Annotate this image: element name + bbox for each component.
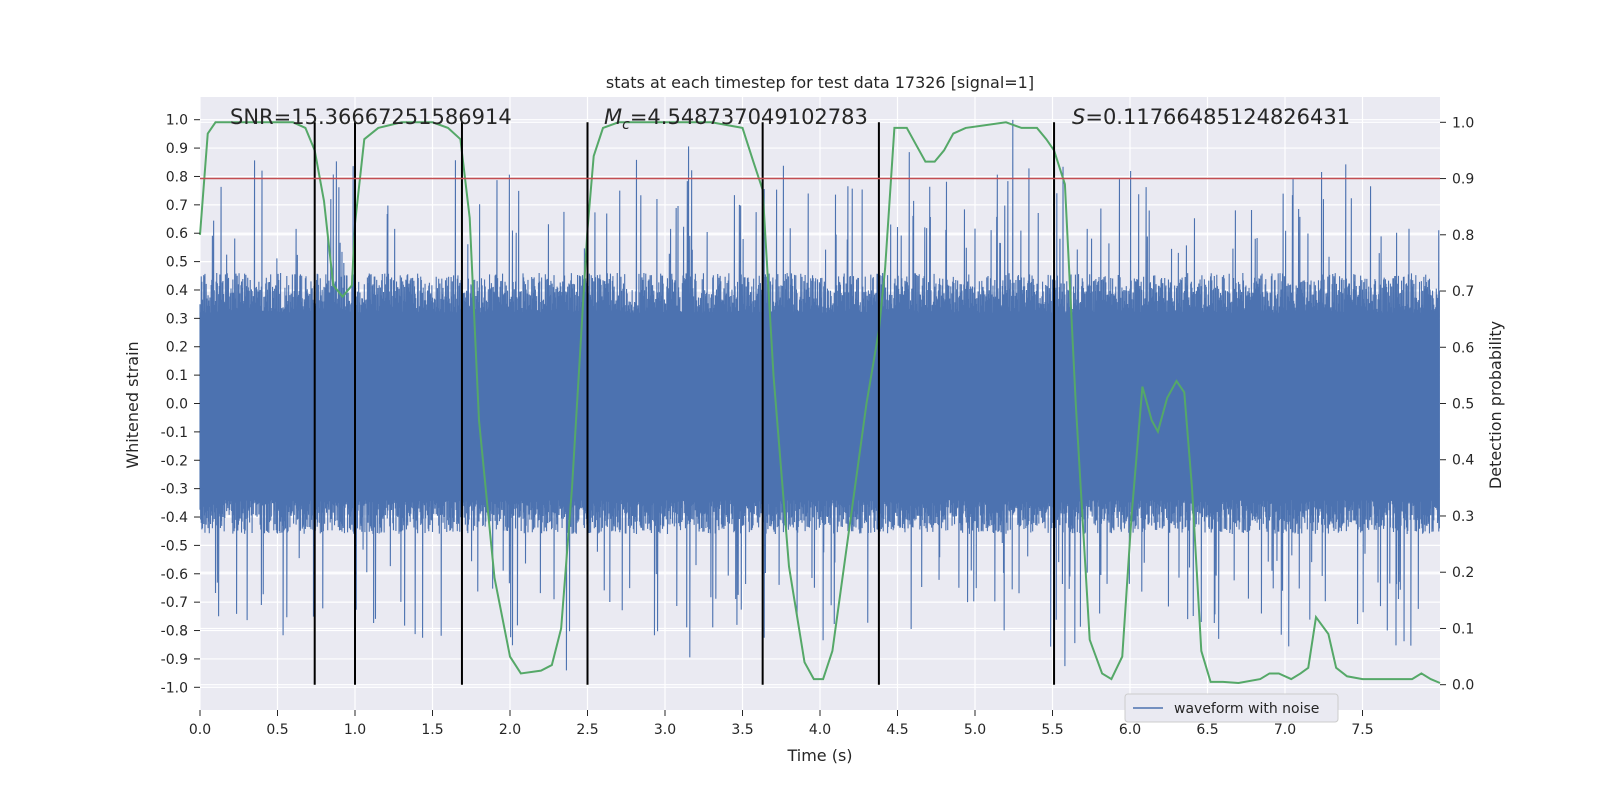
y-tick-label: 0.5	[166, 255, 188, 271]
x-tick-label: 5.5	[1041, 722, 1063, 738]
x-tick-label: 6.5	[1196, 722, 1218, 738]
detection-probability-line	[199, 121, 1441, 685]
x-tick-label: 1.0	[344, 722, 366, 738]
x-tick-label: 2.5	[576, 722, 598, 738]
legend-label: waveform with noise	[1174, 701, 1319, 717]
y-tick-label: -0.5	[161, 538, 188, 554]
x-tick-label: 3.0	[654, 722, 676, 738]
y2-tick-label: 0.9	[1452, 172, 1474, 188]
y-tick-label: -0.1	[161, 425, 188, 441]
y-tick-label: 0.3	[166, 311, 188, 327]
y-tick-label: 0.0	[166, 397, 188, 413]
waveform-line	[199, 119, 1440, 671]
x-tick-label: 4.0	[809, 722, 831, 738]
y2-tick-label: 0.1	[1452, 621, 1474, 637]
y-tick-label: -0.8	[161, 624, 188, 640]
x-tick-label: 5.0	[964, 722, 986, 738]
y-tick-label: -0.9	[161, 652, 188, 668]
x-tick-label: 6.0	[1119, 722, 1141, 738]
y-tick-label: 0.9	[166, 141, 188, 157]
y-tick-label: -1.0	[161, 680, 188, 696]
x-axis-label: Time (s)	[786, 746, 852, 765]
y-tick-label: 0.1	[166, 368, 188, 384]
y2-tick-label: 0.8	[1452, 228, 1474, 244]
x-tick-label: 7.5	[1351, 722, 1373, 738]
y2-ticks: 1.0 0.9 0.8 0.7 0.6 0.5 0.4 0.3 0.2 0.1 0.0	[1440, 115, 1474, 694]
y-tick-label: 0.8	[166, 169, 188, 185]
vertical-markers	[313, 122, 1056, 685]
x-tick-label: 2.0	[499, 722, 521, 738]
y2-tick-label: 0.6	[1452, 340, 1474, 356]
detection-series	[199, 121, 1441, 685]
x-tick-label: 4.5	[886, 722, 908, 738]
y2-tick-label: 0.2	[1452, 565, 1474, 581]
x-tick-label: 3.5	[731, 722, 753, 738]
y-tick-label: 1.0	[166, 113, 188, 129]
x-tick-label: 7.0	[1274, 722, 1296, 738]
y-tick-label: 0.7	[166, 198, 188, 214]
x-tick-label: 0.0	[189, 722, 211, 738]
y-tick-label: -0.2	[161, 453, 188, 469]
snr-annotation: SNR=15.36667251586914	[230, 105, 512, 129]
y-ticks: 1.0 0.9 0.8 0.7 0.6 0.5 0.4 0.3 0.2 0.1 0.0 -0.1 -0.…	[161, 113, 200, 696]
y2-tick-label: 0.7	[1452, 284, 1474, 300]
y-axis-label: Whitened strain	[123, 341, 142, 468]
y-tick-label: -0.6	[161, 567, 188, 583]
x-ticks: 0.0 0.5 1.0 1.5 2.0 2.5 3.0 3.5 4.0 4.5 5.0 5.5 6.0 6…	[189, 710, 1374, 738]
y-tick-label: 0.4	[166, 283, 188, 299]
y2-tick-label: 0.0	[1452, 678, 1474, 694]
y2-axis-label: Detection probability	[1486, 321, 1505, 489]
y-tick-label: -0.4	[161, 510, 188, 526]
s-annotation: S=0.11766485124826431	[1072, 105, 1350, 129]
y-tick-label: 0.2	[166, 340, 188, 356]
y-tick-label: -0.7	[161, 595, 188, 611]
legend: waveform with noise	[1124, 693, 1339, 723]
chirp-mass-annotation: Mc=4.548737049102783	[604, 105, 868, 133]
chart-title: stats at each timestep for test data 173…	[606, 73, 1034, 92]
legend-box	[1124, 693, 1339, 723]
y-tick-label: -0.3	[161, 482, 188, 498]
y2-tick-label: 1.0	[1452, 115, 1474, 131]
y2-tick-label: 0.4	[1452, 453, 1474, 469]
y-tick-label: 0.6	[166, 226, 188, 242]
x-tick-label: 0.5	[266, 722, 288, 738]
x-tick-label: 1.5	[421, 722, 443, 738]
y2-tick-label: 0.5	[1452, 397, 1474, 413]
y2-tick-label: 0.3	[1452, 509, 1474, 525]
waveform-series	[199, 119, 1440, 671]
